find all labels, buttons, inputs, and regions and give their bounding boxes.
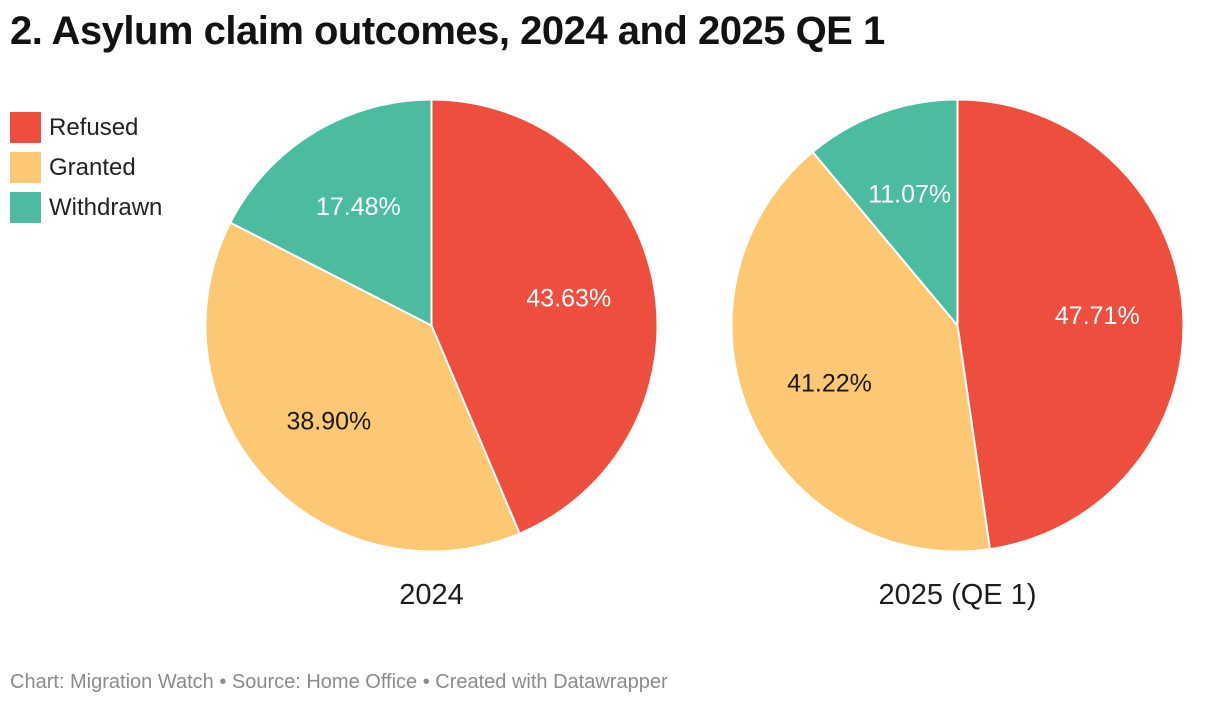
legend-label-refused: Refused — [49, 113, 139, 141]
legend: Refused Granted Withdrawn — [10, 112, 162, 232]
chart-title: 2. Asylum claim outcomes, 2024 and 2025 … — [10, 9, 885, 53]
pie-slice-withdrawn[interactable] — [811, 98, 959, 327]
slice-value-label: 43.63% — [526, 284, 611, 312]
legend-swatch-granted — [10, 152, 41, 183]
pie-slice-granted[interactable] — [204, 221, 521, 553]
slice-value-label: 47.71% — [1055, 302, 1140, 330]
pie-slice-refused[interactable] — [430, 98, 659, 535]
pie-chart-2024: 43.63% 38.90% 17.48% — [204, 98, 659, 553]
slice-value-label: 41.22% — [787, 369, 872, 397]
slice-value-label: 17.48% — [316, 193, 401, 221]
legend-item-refused: Refused — [10, 112, 162, 143]
legend-label-withdrawn: Withdrawn — [49, 193, 163, 221]
pie-slice-refused[interactable] — [956, 98, 1185, 551]
legend-item-withdrawn: Withdrawn — [10, 192, 162, 223]
legend-swatch-refused — [10, 112, 41, 143]
pie-caption-2024: 2024 — [399, 579, 464, 611]
chart-footer-attribution: Chart: Migration Watch • Source: Home Of… — [10, 671, 668, 693]
slice-value-label: 38.90% — [287, 408, 372, 436]
pie-chart-2025-qe1: 47.71% 41.22% 11.07% — [730, 98, 1185, 553]
legend-swatch-withdrawn — [10, 192, 41, 223]
slice-value-label: 11.07% — [868, 181, 951, 209]
legend-item-granted: Granted — [10, 152, 162, 183]
pie-slice-granted[interactable] — [730, 151, 991, 553]
pie-slice-withdrawn[interactable] — [229, 98, 433, 327]
pie-caption-2025-qe1: 2025 (QE 1) — [878, 579, 1037, 611]
legend-label-granted: Granted — [49, 153, 136, 181]
